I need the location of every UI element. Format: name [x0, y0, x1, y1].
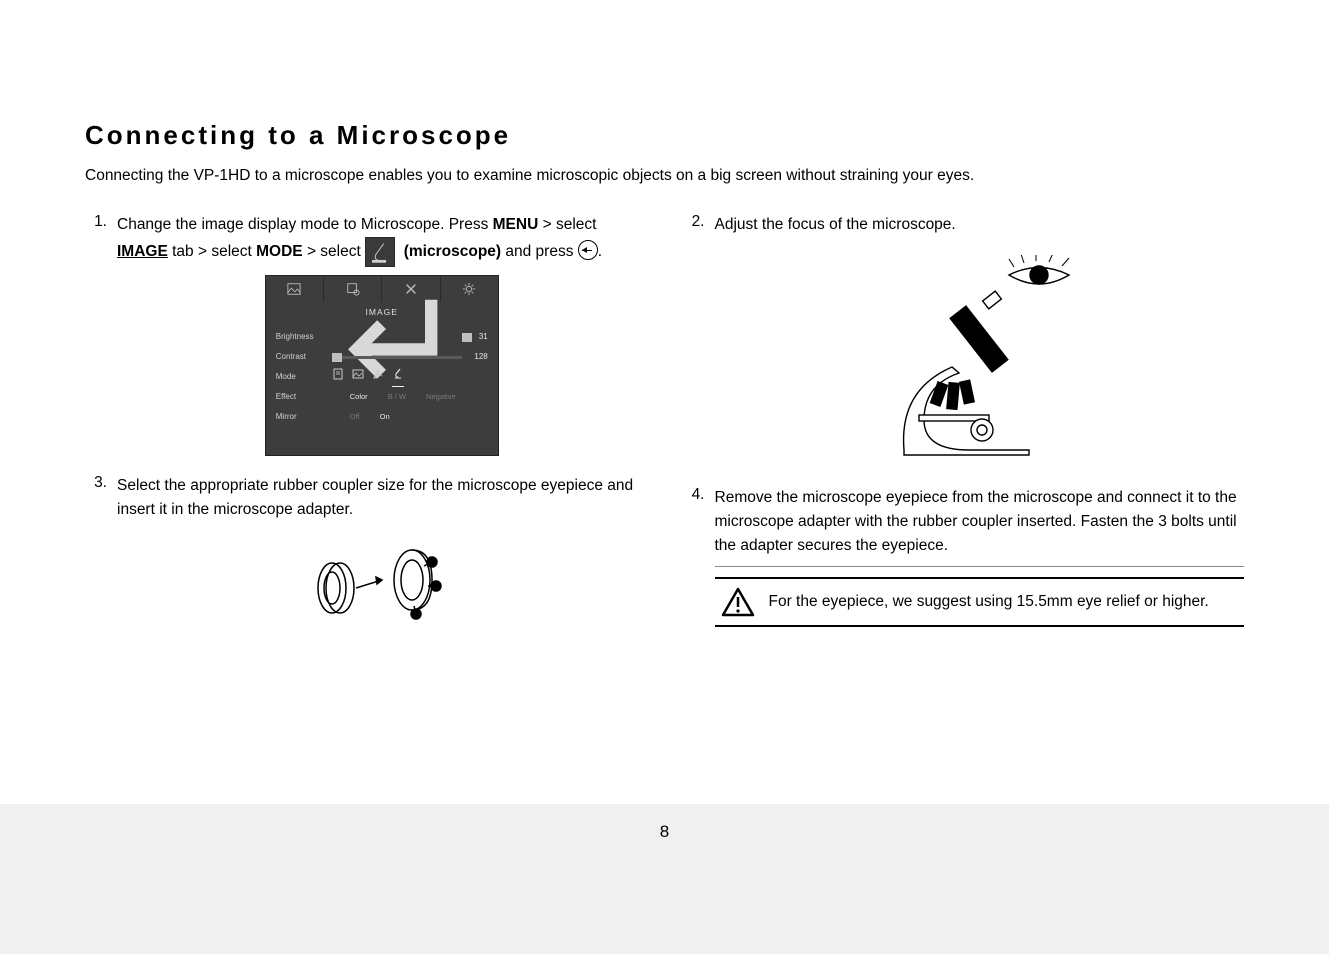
step-4-number: 4.	[683, 486, 715, 627]
mode-document-icon	[332, 368, 344, 386]
enter-icon	[578, 240, 598, 260]
osd-contrast-slider	[332, 356, 462, 359]
manual-page: Connecting to a Microscope Connecting th…	[0, 0, 1329, 954]
coupler-illustration	[117, 540, 647, 630]
step-3: 3. Select the appropriate rubber coupler…	[85, 474, 647, 630]
osd-row-brightness: Brightness 31	[266, 327, 498, 347]
step-2: 2. Adjust the focus of the microscope.	[683, 213, 1245, 470]
osd-mirror-label: Mirror	[276, 411, 332, 423]
osd-effect-label: Effect	[276, 391, 332, 403]
page-number: 8	[0, 804, 1329, 842]
osd-mode-icons	[332, 367, 462, 387]
osd-effect-bw: B / W	[388, 391, 406, 403]
page-footer: 8	[0, 804, 1329, 954]
step-1-mid3: > select	[303, 243, 365, 260]
eye-icon	[1009, 255, 1069, 284]
step-4-text: Remove the microscope eyepiece from the …	[715, 489, 1237, 554]
osd-mode-label: Mode	[276, 371, 332, 383]
left-column: 1. Change the image display mode to Micr…	[85, 213, 647, 646]
step-2-body: Adjust the focus of the microscope.	[715, 213, 1245, 470]
microscope-label: (microscope)	[404, 243, 501, 260]
step-1-pre: Change the image display mode to Microsc…	[117, 216, 493, 233]
osd-contrast-value: 128	[462, 351, 488, 363]
right-column: 2. Adjust the focus of the microscope.	[683, 213, 1245, 646]
note-text: For the eyepiece, we suggest using 15.5m…	[769, 590, 1209, 614]
content-columns: 1. Change the image display mode to Micr…	[85, 213, 1244, 646]
menu-label: MENU	[493, 216, 539, 233]
step-3-text: Select the appropriate rubber coupler si…	[117, 477, 633, 518]
microscope-illustration	[715, 255, 1245, 470]
osd-mirror-on: On	[380, 411, 390, 423]
image-tab-label: IMAGE	[117, 243, 168, 260]
step-1-body: Change the image display mode to Microsc…	[117, 213, 647, 456]
step-1-mid1: > select	[538, 216, 596, 233]
osd-brightness-label: Brightness	[276, 331, 332, 343]
mode-label: MODE	[256, 243, 303, 260]
mode-photo-icon	[352, 368, 364, 386]
step-4-body: Remove the microscope eyepiece from the …	[715, 486, 1245, 627]
osd-contrast-label: Contrast	[276, 351, 332, 363]
osd-effect-negative: Negative	[426, 391, 456, 403]
microscope-icon	[365, 237, 395, 267]
osd-effect-color: Color	[350, 391, 368, 403]
step-1-mid2: tab > select	[168, 243, 256, 260]
osd-row-mirror: Mirror Off On	[266, 407, 498, 427]
osd-row-mode: Mode	[266, 367, 498, 387]
step-2-text: Adjust the focus of the microscope.	[715, 216, 956, 233]
warning-icon	[721, 587, 755, 617]
osd-mirror-options: Off On	[350, 411, 390, 423]
step-1-tail: .	[598, 243, 602, 260]
step-3-body: Select the appropriate rubber coupler si…	[117, 474, 647, 630]
note-box: For the eyepiece, we suggest using 15.5m…	[715, 577, 1245, 627]
osd-menu: IMAGE Brightness 31 Contrast	[265, 275, 499, 456]
step-3-number: 3.	[85, 474, 117, 630]
step-1-mid4: and press	[501, 243, 578, 260]
osd-mirror-off: Off	[350, 411, 360, 423]
osd-effect-options: Color B / W Negative	[350, 391, 456, 403]
step-1: 1. Change the image display mode to Micr…	[85, 213, 647, 456]
osd-tab-image	[266, 276, 324, 302]
page-title: Connecting to a Microscope	[85, 120, 1244, 151]
mode-motion-icon	[372, 368, 384, 386]
intro-text: Connecting the VP-1HD to a microscope en…	[85, 167, 1244, 185]
mode-microscope-icon	[392, 367, 404, 387]
step-4: 4. Remove the microscope eyepiece from t…	[683, 486, 1245, 627]
step-1-number: 1.	[85, 213, 117, 456]
step-2-number: 2.	[683, 213, 715, 470]
